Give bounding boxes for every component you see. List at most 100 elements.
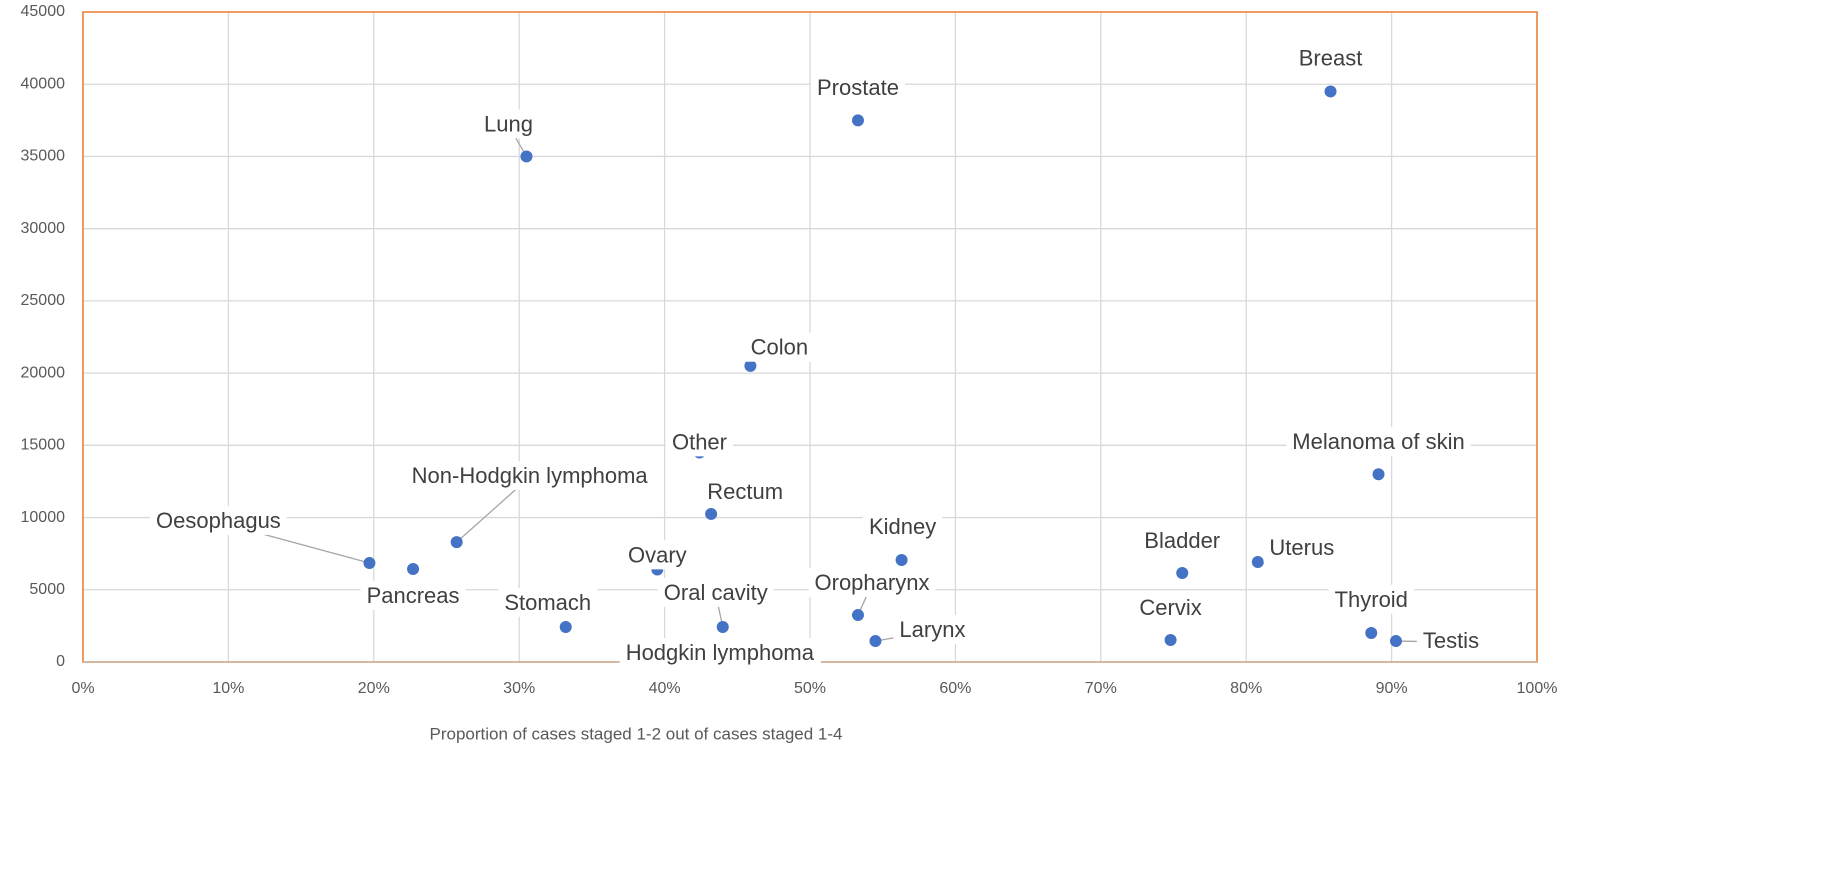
label-bg	[1328, 584, 1414, 614]
point	[744, 359, 757, 372]
label-bg	[665, 427, 734, 457]
point-label: Cervix	[1139, 595, 1201, 620]
label-bg	[619, 638, 821, 668]
point-label: Uterus	[1269, 535, 1334, 560]
y-tick-label: 45000	[21, 3, 66, 20]
point	[1324, 85, 1337, 98]
point-label: Ovary	[628, 542, 687, 567]
point-label: Breast	[1299, 45, 1363, 70]
label-bg	[657, 577, 774, 607]
y-tick-label: 40000	[21, 75, 66, 92]
point-label: Hodgkin lymphoma	[626, 640, 815, 665]
label-bg	[811, 73, 905, 103]
point-label: Kidney	[869, 514, 936, 539]
data-label: Kidney	[862, 511, 943, 541]
y-tick-label: 30000	[21, 220, 66, 237]
point-label: Stomach	[504, 590, 591, 615]
y-tick-label: 35000	[21, 148, 66, 165]
point	[851, 114, 864, 127]
data-label: Rectum	[701, 476, 790, 506]
data-label: Oropharynx	[808, 567, 936, 597]
point-label: Oesophagus	[156, 508, 281, 533]
point	[1251, 556, 1264, 569]
point-label: Testis	[1423, 628, 1479, 653]
label-bg	[1292, 43, 1369, 73]
data-label: Testis	[1416, 625, 1486, 655]
label-bg	[744, 332, 815, 362]
data-label: Uterus	[1263, 532, 1341, 562]
point-label: Lung	[484, 111, 533, 136]
point	[705, 507, 718, 520]
label-bg	[808, 567, 936, 597]
y-tick-label: 15000	[21, 437, 66, 454]
point-label: Thyroid	[1335, 587, 1408, 612]
x-tick-label: 100%	[1517, 680, 1558, 697]
data-label: Non-Hodgkin lymphoma	[405, 460, 655, 490]
data-label: Prostate	[811, 73, 905, 103]
x-tick-label: 80%	[1230, 680, 1262, 697]
point-label: Oral cavity	[664, 580, 768, 605]
y-tick-label: 10000	[21, 509, 66, 526]
x-tick-label: 60%	[939, 680, 971, 697]
data-label: Bladder	[1138, 525, 1227, 555]
data-label: Ovary	[621, 540, 693, 570]
data-label: Breast	[1292, 43, 1369, 73]
point-label: Non-Hodgkin lymphoma	[412, 463, 649, 488]
label-bg	[862, 511, 943, 541]
y-tick-label: 20000	[21, 364, 66, 381]
label-bg	[1286, 427, 1471, 457]
point-label: Bladder	[1144, 528, 1220, 553]
point	[1372, 468, 1385, 481]
point-label: Pancreas	[367, 583, 460, 608]
point-label: Rectum	[707, 479, 783, 504]
point	[450, 536, 463, 549]
x-tick-label: 90%	[1376, 680, 1408, 697]
point	[1365, 626, 1378, 639]
point-label: Larynx	[899, 617, 965, 642]
point-label: Oropharynx	[815, 570, 930, 595]
x-tick-label: 50%	[794, 680, 826, 697]
label-bg	[477, 109, 539, 139]
x-tick-label: 20%	[358, 680, 390, 697]
data-label: Colon	[744, 332, 815, 362]
x-tick-label: 40%	[649, 680, 681, 697]
data-label: Pancreas	[360, 580, 466, 610]
point-label: Other	[672, 429, 727, 454]
point-label: Melanoma of skin	[1292, 429, 1464, 454]
data-label: Thyroid	[1328, 584, 1414, 614]
point-label: Colon	[751, 335, 808, 360]
point	[851, 609, 864, 622]
data-label: Cervix	[1133, 592, 1208, 622]
y-tick-label: 5000	[29, 581, 65, 598]
label-bg	[893, 614, 972, 644]
label-bg	[1138, 525, 1227, 555]
label-bg	[405, 460, 655, 490]
point	[869, 635, 882, 648]
data-label: Other	[665, 427, 734, 457]
label-bg	[1263, 532, 1341, 562]
label-bg	[150, 505, 287, 535]
y-tick-label: 25000	[21, 292, 66, 309]
y-tick-label: 0	[56, 653, 65, 670]
label-bg	[1133, 592, 1208, 622]
data-label: Stomach	[498, 587, 598, 617]
x-tick-label: 30%	[503, 680, 535, 697]
point	[363, 557, 376, 570]
point-label: Prostate	[817, 75, 899, 100]
point	[895, 554, 908, 567]
point	[559, 621, 572, 634]
data-label: Hodgkin lymphoma	[619, 638, 821, 668]
label-bg	[621, 540, 693, 570]
x-tick-label: 70%	[1085, 680, 1117, 697]
point	[716, 621, 729, 634]
data-label: Oral cavity	[657, 577, 774, 607]
point	[1389, 635, 1402, 648]
label-bg	[1416, 625, 1486, 655]
label-bg	[498, 587, 598, 617]
x-tick-label: 10%	[212, 680, 244, 697]
point	[407, 562, 420, 575]
x-axis-title: Proportion of cases staged 1-2 out of ca…	[430, 724, 843, 743]
data-label: Lung	[477, 109, 539, 139]
